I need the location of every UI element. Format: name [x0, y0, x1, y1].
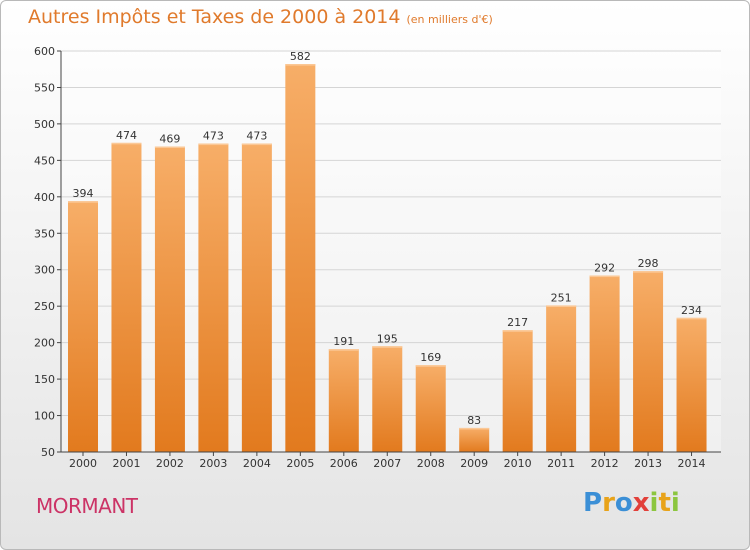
y-tick-label: 350 — [34, 227, 55, 240]
x-tick-label: 2002 — [156, 457, 184, 470]
data-label: 234 — [681, 304, 702, 317]
x-tick-label: 2000 — [69, 457, 97, 470]
logo-letter: o — [614, 488, 633, 518]
bar-top-highlight — [633, 271, 664, 273]
logo-letter: i — [649, 488, 659, 518]
bar-top-highlight — [328, 349, 359, 351]
data-label: 195 — [377, 332, 398, 345]
logo-letter: r — [602, 488, 615, 518]
data-label: 191 — [333, 335, 354, 348]
data-label: 469 — [159, 133, 180, 146]
y-tick-label: 600 — [34, 45, 55, 58]
logo-letter: x — [632, 488, 650, 518]
x-tick-label: 2013 — [634, 457, 662, 470]
bar — [154, 146, 185, 452]
x-tick-label: 2005 — [286, 457, 314, 470]
data-label: 298 — [638, 257, 659, 270]
bar-top-highlight — [415, 365, 446, 367]
data-label: 83 — [467, 414, 481, 427]
bar-top-highlight — [676, 317, 707, 320]
data-label: 394 — [73, 187, 94, 200]
bar-top-highlight — [546, 305, 577, 307]
bar — [198, 143, 229, 452]
x-tick-label: 2010 — [504, 457, 532, 470]
y-tick-label: 450 — [34, 154, 55, 167]
y-tick-label: 300 — [34, 264, 55, 277]
data-label: 474 — [116, 129, 137, 142]
bar-top-highlight — [241, 143, 272, 146]
x-tick-label: 2008 — [417, 457, 445, 470]
bar — [546, 305, 577, 452]
chart-title: Autres Impôts et Taxes de 2000 à 2014 (en… — [28, 6, 493, 28]
bar-top-highlight — [459, 427, 490, 430]
bar — [328, 349, 359, 452]
bar — [459, 427, 490, 452]
bar-top-highlight — [589, 275, 620, 278]
logo-letter: t — [658, 488, 671, 518]
bar — [676, 317, 707, 452]
x-tick-label: 2011 — [547, 457, 575, 470]
logo-letter: i — [670, 488, 680, 518]
data-label: 169 — [420, 351, 441, 364]
y-tick-label: 550 — [34, 81, 55, 94]
bar-top-highlight — [198, 143, 229, 146]
bars: 394 474 469 473 473 582 191 195 169 83 217 251 292 29… — [68, 50, 707, 452]
unit-note: (en milliers d'€) — [406, 13, 493, 26]
x-tick-label: 2001 — [112, 457, 140, 470]
y-tick-label: 50 — [41, 446, 55, 459]
bar — [372, 346, 403, 452]
bar — [502, 330, 533, 452]
y-tick-label: 100 — [34, 410, 55, 423]
bar — [68, 201, 98, 452]
x-tick-label: 2012 — [591, 457, 619, 470]
bar-top-highlight — [502, 330, 533, 332]
y-tick-label: 200 — [34, 337, 55, 350]
x-tick-label: 2003 — [199, 457, 227, 470]
bar-top-highlight — [68, 201, 98, 203]
bar — [415, 365, 446, 452]
y-tick-label: 400 — [34, 191, 55, 204]
x-tick-label: 2007 — [373, 457, 401, 470]
data-label: 217 — [507, 316, 528, 329]
bar — [285, 64, 316, 452]
logo-letter: P — [583, 488, 603, 518]
bar-top-highlight — [372, 346, 403, 348]
bar-top-highlight — [111, 142, 142, 145]
x-tick-label: 2014 — [678, 457, 706, 470]
y-tick-label: 250 — [34, 300, 55, 313]
x-tick-label: 2004 — [243, 457, 271, 470]
y-axis: 50 100 150 200 250 300 350 400 450 500 550 600 — [34, 45, 62, 459]
title-text: Autres Impôts et Taxes de 2000 à 2014 — [28, 6, 401, 28]
proxiti-logo[interactable]: Proxiti — [583, 488, 680, 518]
data-label: 582 — [290, 50, 311, 63]
bar-top-highlight — [154, 146, 185, 149]
data-label: 473 — [246, 130, 267, 143]
bar — [633, 271, 664, 452]
x-axis: 2000 2001 2002 2003 2004 2005 2006 2007 2008 2009… — [61, 451, 721, 470]
bar — [111, 142, 142, 452]
bar — [589, 275, 620, 452]
bar — [241, 143, 272, 452]
data-label: 251 — [551, 291, 572, 304]
x-tick-label: 2009 — [460, 457, 488, 470]
city-name: MORMANT — [36, 494, 138, 518]
y-tick-label: 500 — [34, 118, 55, 131]
data-label: 292 — [594, 262, 615, 275]
bar-top-highlight — [285, 64, 316, 66]
data-label: 473 — [203, 130, 224, 143]
x-tick-label: 2006 — [330, 457, 358, 470]
y-tick-label: 150 — [34, 373, 55, 386]
